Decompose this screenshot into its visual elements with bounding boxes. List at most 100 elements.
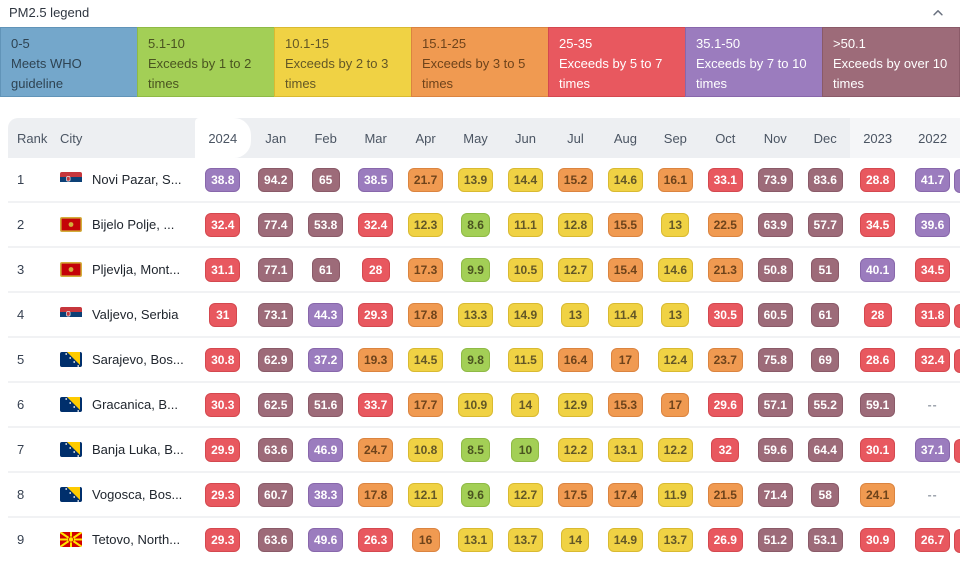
column-header-month-jul[interactable]: Jul (567, 130, 584, 146)
column-header-city[interactable]: City (59, 130, 83, 146)
value-cell: 12.7 (501, 482, 551, 507)
city-cell[interactable]: Sarajevo, Bos... (56, 352, 195, 367)
value-cell: 16.4 (550, 347, 600, 372)
pm25-value-pill: 61 (311, 257, 340, 282)
value-cell: 12.9 (550, 392, 600, 417)
pm25-value-pill: 49.6 (308, 527, 344, 552)
column-header-rank[interactable]: Rank (17, 130, 48, 146)
city-cell[interactable]: Novi Pazar, S... (56, 172, 195, 187)
pm25-value-pill: 14 (511, 392, 540, 417)
pm25-value-pill: 12.9 (557, 392, 594, 417)
pm25-value-pill: 16 (411, 527, 440, 552)
pm25-value-pill: 57.1 (757, 392, 793, 417)
value-cell: 28 (850, 302, 905, 327)
empty-value: -- (927, 397, 938, 412)
value-cell: 11.1 (501, 212, 551, 237)
value-cell: 63.6 (251, 437, 301, 462)
pm25-value-pill: 60.5 (757, 302, 793, 327)
legend-desc: Exceeds by 2 to 3 times (285, 56, 389, 91)
value-cell: 63.9 (750, 212, 800, 237)
column-header-month-nov[interactable]: Nov (763, 130, 787, 146)
column-header-month-may[interactable]: May (463, 130, 488, 146)
city-cell[interactable]: Gracanica, B... (56, 397, 195, 412)
pm25-value-pill: 14.4 (507, 167, 544, 192)
value-cell: 29.9 (195, 437, 251, 462)
pm25-value-pill: 23.7 (707, 347, 743, 372)
value-cell: 58 (800, 482, 850, 507)
value-cell: 37.2 (301, 347, 351, 372)
column-header-year-2022[interactable]: 2022 (905, 118, 960, 158)
value-cell: 13.1 (451, 527, 501, 552)
pm25-value-pill: 83.6 (807, 167, 843, 192)
pm25-value-pill: 13.1 (607, 437, 644, 462)
column-header-month-mar[interactable]: Mar (364, 130, 387, 146)
pm25-value-pill: 30.8 (205, 347, 241, 372)
pm25-value-pill: 22.5 (707, 212, 743, 237)
column-header-month-jan[interactable]: Jan (265, 130, 287, 146)
value-cell: 32.4 (905, 347, 960, 372)
legend-desc: Meets WHO guideline (11, 56, 82, 91)
legend-desc: Exceeds by 3 to 5 times (422, 56, 526, 91)
rank-cell: 3 (17, 262, 25, 277)
column-header-month-feb[interactable]: Feb (314, 130, 337, 146)
city-name: Novi Pazar, S... (91, 172, 182, 187)
legend-item-blue: 0-5 Meets WHO guideline (0, 27, 138, 97)
column-header-month-aug[interactable]: Aug (613, 130, 637, 146)
pm25-value-pill: 38.5 (357, 167, 394, 192)
value-cell: 14 (501, 392, 551, 417)
city-cell[interactable]: Bijelo Polje, ... (56, 217, 195, 232)
pm25-value-pill: 73.9 (757, 167, 793, 192)
value-cell: 62.9 (251, 347, 301, 372)
montenegro-flag-icon (59, 217, 82, 232)
city-cell[interactable]: Banja Luka, B... (56, 442, 195, 457)
pm25-value-pill: 32.4 (205, 212, 241, 237)
pm25-value-pill: 15.4 (607, 257, 644, 282)
city-cell[interactable]: Pljevlja, Mont... (56, 262, 195, 277)
column-header-month-sep[interactable]: Sep (663, 130, 687, 146)
column-header-month-jun[interactable]: Jun (515, 130, 536, 146)
pm25-value-pill: 21.3 (707, 257, 743, 282)
value-cell: 34.5 (905, 257, 960, 282)
pm25-value-pill: 11.5 (508, 347, 543, 372)
column-header-month-oct[interactable]: Oct (715, 130, 736, 146)
pm25-value-pill: 39.6 (914, 212, 951, 237)
rank-cell: 8 (17, 487, 25, 502)
value-cell: 11.9 (650, 482, 700, 507)
column-header-month-dec[interactable]: Dec (813, 130, 837, 146)
column-header-month-apr[interactable]: Apr (415, 130, 436, 146)
serbia-flag-icon (59, 172, 82, 187)
value-cell: 14.6 (600, 167, 650, 192)
value-cell: 94.2 (251, 167, 301, 192)
column-header-year-2023[interactable]: 2023 (850, 118, 906, 158)
value-cell: 21.3 (700, 257, 750, 282)
chevron-up-icon[interactable] (928, 3, 948, 23)
value-cell: 51 (800, 257, 850, 282)
bosnia-flag-icon (59, 352, 82, 367)
table-row: 7 Banja Luka, B... 29.9 63.6 46.9 24.7 10.8 8.5… (8, 426, 960, 471)
legend-range: 10.1-15 (285, 36, 330, 51)
column-header-current-year[interactable]: 2024 (194, 118, 251, 158)
value-cell: 19.3 (351, 347, 401, 372)
pm25-value-pill: 29.6 (707, 392, 743, 417)
pm25-value-pill: 21.7 (407, 167, 444, 192)
city-cell[interactable]: Valjevo, Serbia (56, 307, 195, 322)
value-cell: 28.6 (850, 347, 905, 372)
table-row: 5 Sarajevo, Bos... 30.8 62.9 37.2 19.3 14.5 9.8… (8, 336, 960, 381)
pm25-value-pill: 65 (311, 167, 340, 192)
value-cell: 17.5 (550, 482, 600, 507)
value-cell: 53.1 (800, 527, 850, 552)
city-cell[interactable]: Tetovo, North... (56, 532, 195, 547)
city-name: Gracanica, B... (91, 397, 178, 412)
table-row: 3 Pljevlja, Mont... 31.1 77.1 61 28 17.3 9.9 10.… (8, 246, 960, 291)
value-cell: 10.9 (451, 392, 501, 417)
value-cell: -- (905, 488, 960, 502)
value-cell: 26.7 (905, 527, 960, 552)
pm25-value-pill: 44.3 (308, 302, 344, 327)
value-cell: 9.9 (451, 257, 501, 282)
value-cell: 49.6 (301, 527, 351, 552)
value-cell: 29.3 (195, 482, 251, 507)
city-cell[interactable]: Vogosca, Bos... (56, 487, 195, 502)
rank-cell: 9 (17, 532, 25, 547)
legend-desc: Exceeds by 1 to 2 times (148, 56, 252, 91)
pm25-value-pill: 30.3 (205, 392, 241, 417)
